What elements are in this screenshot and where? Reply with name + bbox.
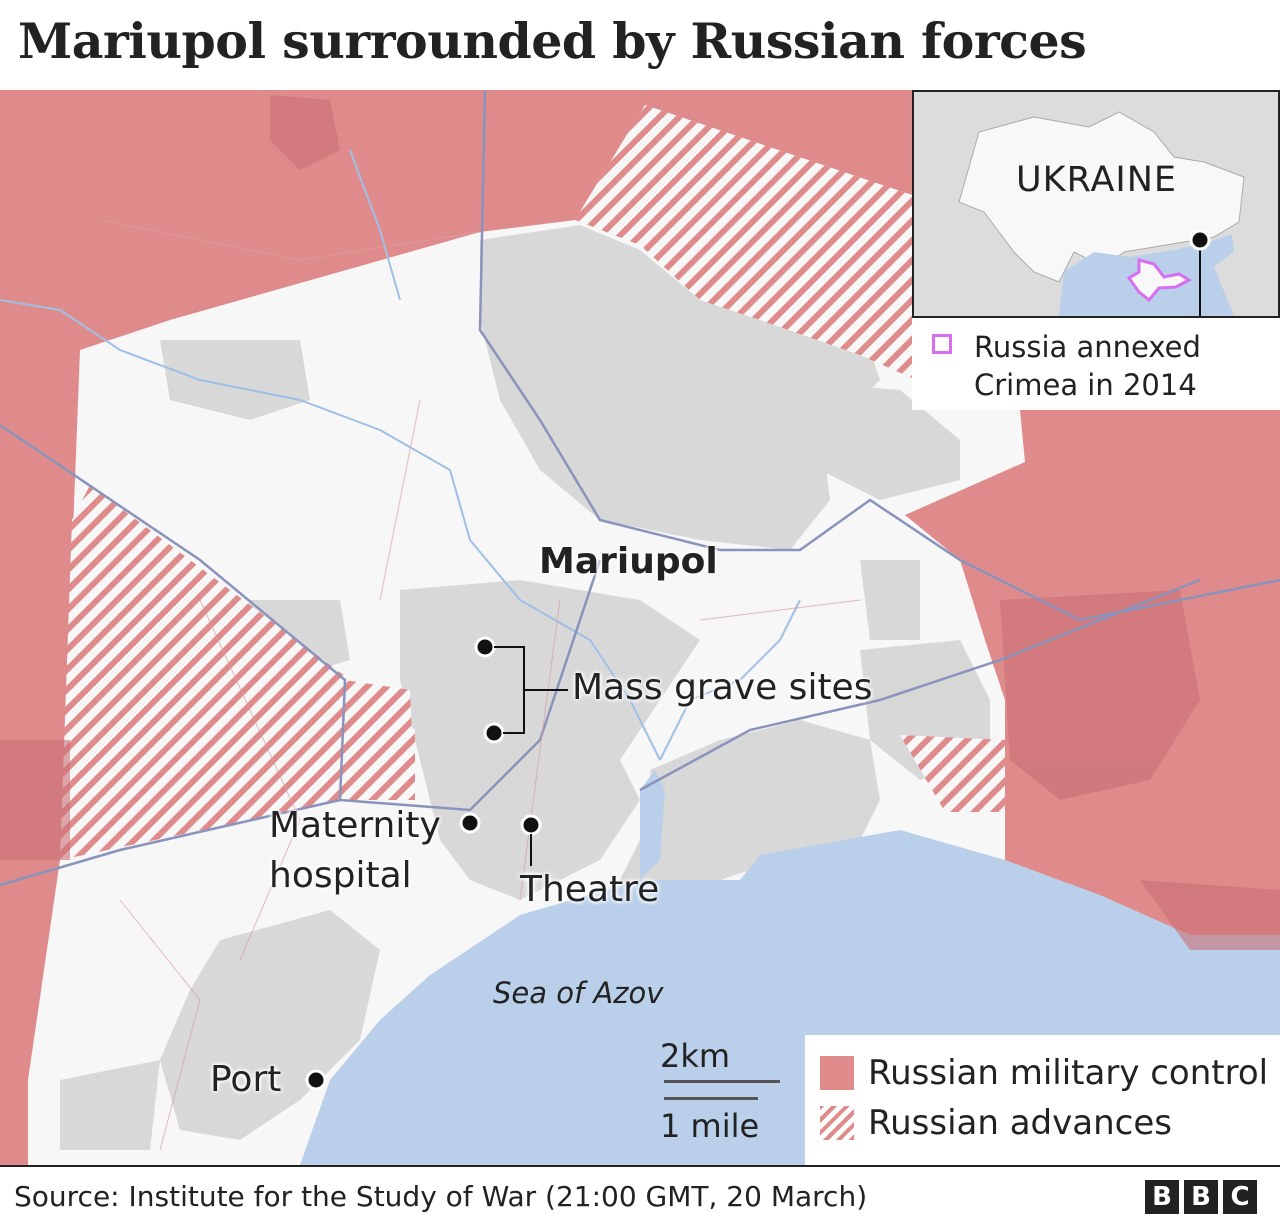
map-legend: Russian military control Russian advance… xyxy=(805,1035,1280,1165)
scale-mile-line xyxy=(664,1097,758,1100)
scale-km-line xyxy=(664,1080,780,1083)
crimea-legend-swatch xyxy=(932,334,952,354)
occupied-urban xyxy=(0,95,1280,950)
theatre-label: Theatre xyxy=(520,869,660,910)
crimea-outline xyxy=(1126,258,1193,303)
ukraine-label: UKRAINE xyxy=(1016,160,1178,200)
mass-grave-markers xyxy=(474,636,568,744)
crimea-legend-label: Russia annexed Crimea in 2014 xyxy=(974,330,1201,402)
footer-divider xyxy=(0,1165,1280,1167)
port-label: Port xyxy=(210,1059,282,1100)
ukraine-shape xyxy=(958,111,1245,283)
mariupol-location-marker xyxy=(1189,229,1211,251)
city-label-mariupol: Mariupol xyxy=(539,541,718,582)
mass-grave-sites-label: Mass grave sites xyxy=(572,667,873,708)
legend-swatch-solid xyxy=(820,1056,854,1090)
source-note: Source: Institute for the Study of War (… xyxy=(14,1180,868,1213)
bbc-logo: B B C xyxy=(1145,1180,1257,1214)
scale-mile-label: 1 mile xyxy=(660,1107,760,1145)
legend-item-russian-advances: Russian advances xyxy=(820,1103,1172,1143)
main-roads xyxy=(0,90,1280,887)
ukraine-locator-map: UKRAINE xyxy=(912,90,1280,318)
russian-advances-north xyxy=(575,105,912,378)
map-title: Mariupol surrounded by Russian forces xyxy=(18,12,1087,70)
scale-km-label: 2km xyxy=(660,1037,731,1075)
sea-label: Sea of Azov xyxy=(493,976,664,1010)
theatre-marker xyxy=(520,814,542,866)
minor-roads xyxy=(99,219,861,1151)
maternity-hospital-label-line2: hospital xyxy=(269,855,412,896)
port-marker xyxy=(305,1069,327,1091)
bbc-logo-letter: B xyxy=(1184,1180,1218,1214)
russian-advances-west xyxy=(60,485,415,860)
legend-swatch-hatched xyxy=(820,1106,854,1140)
locator-inset: UKRAINE Russia annexed Crimea in 2014 xyxy=(912,90,1280,410)
maternity-hospital-marker xyxy=(459,812,481,834)
maternity-hospital-label-line1: Maternity xyxy=(269,805,441,846)
scale-bar: 2km 1 mile xyxy=(660,1037,785,1157)
russian-advances-east xyxy=(900,735,1005,812)
legend-label: Russian advances xyxy=(868,1103,1172,1143)
bbc-logo-letter: C xyxy=(1223,1180,1257,1214)
rivers xyxy=(0,149,801,761)
legend-label: Russian military control xyxy=(868,1053,1269,1093)
legend-item-russian-control: Russian military control xyxy=(820,1053,1268,1093)
bbc-logo-letter: B xyxy=(1145,1180,1179,1214)
inset-geography xyxy=(914,92,1278,316)
